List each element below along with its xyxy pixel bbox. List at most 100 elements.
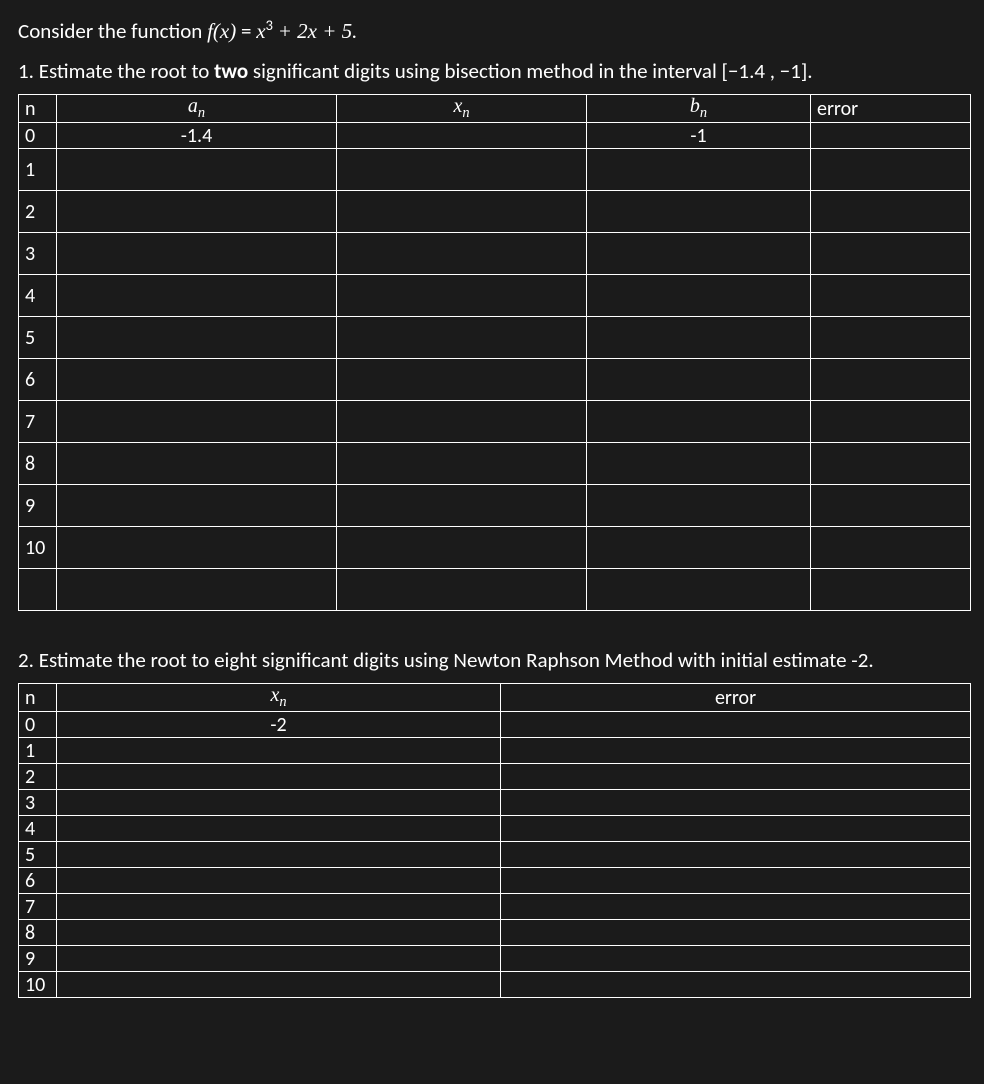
col-xn-header: xn <box>57 684 501 712</box>
cell-x <box>57 920 501 946</box>
cell-err <box>811 527 971 569</box>
cell-n: 3 <box>19 233 57 275</box>
cell-n: 3 <box>19 790 57 816</box>
col-error-header: error <box>811 95 971 123</box>
table-row: 0 -1.4 -1 <box>19 123 971 149</box>
cell-a <box>57 149 337 191</box>
cell-x <box>337 233 587 275</box>
cell-err <box>811 443 971 485</box>
cell-n: 0 <box>19 123 57 149</box>
cell-a <box>57 359 337 401</box>
cell-n: 4 <box>19 275 57 317</box>
cell-b <box>587 401 811 443</box>
q1-post: significant digits using bisection metho… <box>248 58 812 84</box>
table-row: 9 <box>19 946 971 972</box>
table-row: 10 <box>19 527 971 569</box>
cell-n: 5 <box>19 317 57 359</box>
table-row <box>19 569 971 611</box>
cell-b <box>587 569 811 611</box>
bisection-table: n an xn bn error 0 -1.4 -1 1 2 3 4 <box>18 94 971 611</box>
cell-err <box>811 401 971 443</box>
cell-err <box>501 712 971 738</box>
cell-n: 10 <box>19 527 57 569</box>
table-row: 1 <box>19 738 971 764</box>
cell-b <box>587 149 811 191</box>
cell-x <box>57 816 501 842</box>
table-row: 2 <box>19 764 971 790</box>
cell-n: 1 <box>19 738 57 764</box>
cell-err <box>811 233 971 275</box>
cell-err <box>501 842 971 868</box>
cell-err <box>811 485 971 527</box>
cell-err <box>501 738 971 764</box>
table-row: 7 <box>19 401 971 443</box>
table-header-row: n an xn bn error <box>19 95 971 123</box>
cell-b <box>587 275 811 317</box>
col-bn-header: bn <box>587 95 811 123</box>
table-row: 1 <box>19 149 971 191</box>
cell-n: 9 <box>19 946 57 972</box>
cell-n: 0 <box>19 712 57 738</box>
cell-x <box>337 149 587 191</box>
cell-x <box>337 443 587 485</box>
cell-x <box>57 738 501 764</box>
cell-n: 7 <box>19 401 57 443</box>
cell-err <box>501 946 971 972</box>
cell-b <box>587 317 811 359</box>
table-row: 3 <box>19 233 971 275</box>
cell-x <box>57 972 501 998</box>
cell-b: -1 <box>587 123 811 149</box>
cell-err <box>811 275 971 317</box>
cell-n: 6 <box>19 359 57 401</box>
cell-n: 8 <box>19 920 57 946</box>
cell-n: 9 <box>19 485 57 527</box>
cell-x <box>337 359 587 401</box>
col-n-header: n <box>19 684 57 712</box>
table-row: 5 <box>19 317 971 359</box>
table-row: 6 <box>19 868 971 894</box>
cell-n: 6 <box>19 868 57 894</box>
intro-equals: = <box>241 18 256 44</box>
cell-x <box>57 868 501 894</box>
intro-term1-exp: 3 <box>266 16 273 34</box>
table-row: 5 <box>19 842 971 868</box>
col-error-header: error <box>501 684 971 712</box>
q2-num: 2. <box>18 647 39 673</box>
cell-n: 4 <box>19 816 57 842</box>
cell-x <box>337 317 587 359</box>
cell-x <box>337 275 587 317</box>
cell-err <box>811 359 971 401</box>
cell-n: 1 <box>19 149 57 191</box>
cell-n: 5 <box>19 842 57 868</box>
cell-n: 2 <box>19 191 57 233</box>
cell-n: 8 <box>19 443 57 485</box>
cell-n <box>19 569 57 611</box>
table-row: 4 <box>19 816 971 842</box>
cell-b <box>587 443 811 485</box>
cell-x <box>57 894 501 920</box>
cell-b <box>587 191 811 233</box>
cell-a <box>57 233 337 275</box>
cell-a <box>57 191 337 233</box>
table-row: 4 <box>19 275 971 317</box>
cell-x <box>57 764 501 790</box>
cell-x <box>57 842 501 868</box>
cell-x <box>337 123 587 149</box>
cell-err <box>811 123 971 149</box>
cell-x <box>337 485 587 527</box>
col-xn-header: xn <box>337 95 587 123</box>
cell-x <box>337 401 587 443</box>
table-row: 6 <box>19 359 971 401</box>
cell-err <box>501 764 971 790</box>
cell-x <box>337 527 587 569</box>
question-1: 1. Estimate the root to two significant … <box>18 58 966 84</box>
cell-x <box>337 191 587 233</box>
table-row: 3 <box>19 790 971 816</box>
cell-err <box>501 816 971 842</box>
table-row: 0 -2 <box>19 712 971 738</box>
table-header-row: n xn error <box>19 684 971 712</box>
intro-term1-base: x <box>256 19 265 43</box>
cell-err <box>811 317 971 359</box>
table-row: 8 <box>19 920 971 946</box>
cell-err <box>501 972 971 998</box>
